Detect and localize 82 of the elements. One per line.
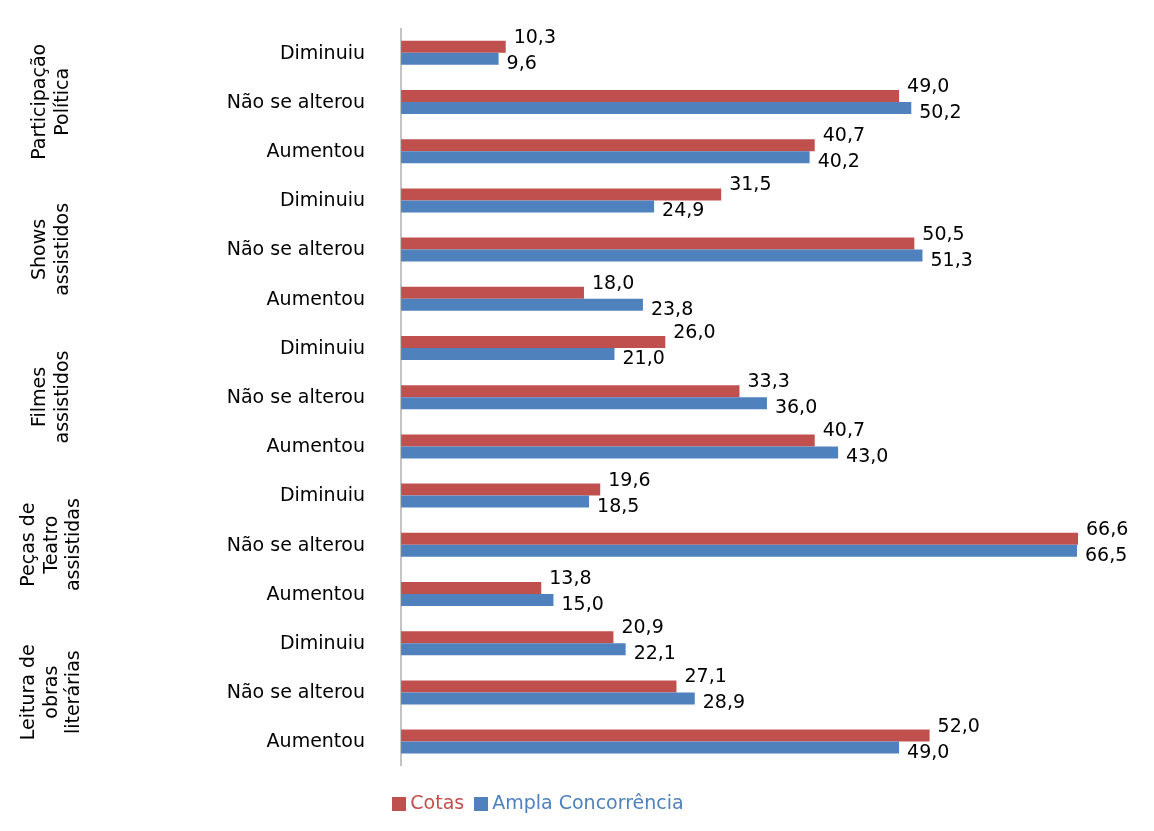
bar	[401, 52, 499, 65]
y-tick-label: Aumentou	[266, 139, 365, 161]
data-label: 40,7	[822, 123, 866, 146]
y-tick-label: Aumentou	[266, 286, 365, 309]
bar	[401, 286, 584, 299]
data-label: 66,6	[1086, 516, 1129, 539]
y-tick-label: Aumentou	[266, 581, 365, 604]
bar	[401, 347, 615, 360]
data-label: 13,8	[549, 565, 592, 588]
data-label: 50,5	[922, 221, 965, 244]
data-label: 24,9	[662, 198, 705, 221]
data-label: 18,5	[597, 493, 640, 516]
text: Participação Política	[27, 43, 73, 160]
text: Leitura de obras literárias	[15, 644, 84, 741]
data-label: 10,3	[513, 24, 557, 47]
bar	[401, 298, 643, 311]
data-label: 49,0	[907, 739, 950, 762]
data-label: 43,0	[846, 444, 889, 467]
data-label: 40,2	[817, 149, 860, 172]
bar	[401, 385, 740, 398]
bar	[401, 495, 590, 508]
y-tick-label: Diminuiu	[279, 335, 365, 358]
bar	[401, 335, 666, 348]
bar	[401, 200, 655, 213]
bar	[401, 446, 839, 459]
text: Filmes assistidos	[27, 350, 73, 444]
bar	[401, 581, 542, 594]
y-tick-label: Não se alterou	[226, 385, 365, 407]
bar	[401, 532, 1078, 545]
text: Peças de Teatro assistidas	[15, 498, 84, 592]
y-tick-label: Aumentou	[266, 434, 365, 457]
bar	[401, 692, 695, 705]
data-label: 33,3	[747, 369, 790, 392]
legend-label: Cotas	[410, 791, 465, 813]
y-tick-label: Diminuiu	[279, 188, 365, 211]
bar	[401, 237, 915, 250]
y-tick-label: Não se alterou	[226, 532, 365, 555]
data-label: 22,1	[633, 641, 676, 664]
data-label: 40,7	[822, 418, 866, 441]
data-label: 52,0	[937, 713, 980, 736]
y-tick-label: Diminuiu	[279, 40, 365, 63]
data-label: 26,0	[673, 319, 716, 342]
data-label: 20,9	[621, 615, 664, 638]
bar	[401, 40, 506, 53]
data-label: 19,6	[608, 467, 651, 490]
data-label: 28,9	[702, 690, 746, 713]
bar	[401, 188, 722, 201]
y-tick-label: Diminuiu	[279, 483, 365, 506]
data-label: 18,0	[591, 270, 635, 293]
bar	[401, 397, 767, 410]
data-label: 49,0	[907, 73, 950, 96]
y-tick-label: Não se alterou	[226, 680, 365, 703]
data-label: 21,0	[622, 345, 665, 368]
bar	[401, 729, 930, 742]
legend-label: Ampla Concorrência	[492, 791, 684, 813]
bar	[401, 483, 601, 496]
bar	[401, 631, 614, 644]
data-label: 27,1	[684, 664, 727, 687]
data-label: 9,6	[506, 50, 537, 73]
data-label: 31,5	[729, 172, 772, 195]
data-label: 66,5	[1084, 542, 1128, 565]
bar	[401, 434, 815, 447]
bar	[401, 249, 923, 262]
bar	[401, 101, 912, 114]
bar	[401, 593, 554, 606]
data-label: 51,3	[930, 247, 973, 270]
data-label: 36,0	[774, 395, 818, 418]
y-tick-label: Aumentou	[266, 729, 365, 752]
bar	[401, 151, 810, 164]
text: Shows assistidos	[27, 202, 73, 296]
bar	[401, 544, 1077, 557]
bar	[401, 643, 626, 656]
y-tick-label: Não se alterou	[226, 89, 365, 112]
bar	[401, 139, 815, 152]
y-tick-label: Diminuiu	[279, 631, 365, 653]
y-tick-label: Não se alterou	[226, 237, 365, 260]
data-label: 15,0	[561, 591, 604, 614]
bar	[401, 680, 677, 693]
data-label: 23,8	[650, 296, 694, 319]
data-label: 50,2	[919, 99, 962, 122]
bar	[401, 89, 900, 102]
bar	[401, 741, 900, 754]
